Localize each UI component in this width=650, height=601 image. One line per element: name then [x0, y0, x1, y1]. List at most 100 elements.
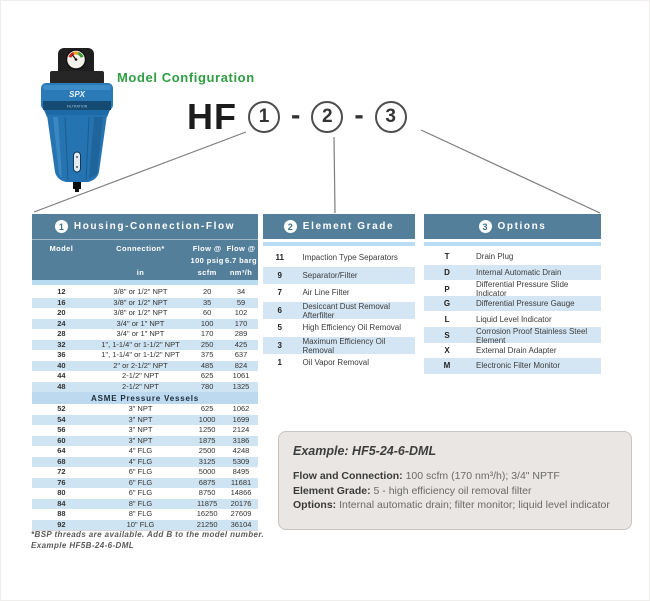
model-cell: 32: [57, 339, 66, 349]
flow-scfm-cell: 1000: [198, 414, 216, 424]
flow-scfm-cell: 60: [202, 308, 212, 317]
model-cell: 52: [57, 404, 66, 413]
flow-nm3h-cell: 1325: [232, 381, 250, 391]
table-row: 64 4" FLG 2500 4248: [32, 446, 258, 457]
model-cell: 80: [57, 488, 66, 497]
flow-nm3h-cell: 425: [234, 339, 248, 349]
label-cell: Oil Vapor Removal: [302, 358, 369, 368]
label-cell: High Efficiency Oil Removal: [302, 323, 401, 333]
flow-scfm-cell: 485: [200, 360, 214, 370]
footnote-line1: *BSP threads are available. Add B to the…: [31, 530, 265, 539]
table-row: 40 2" or 2-1/2" NPT 485 824: [32, 360, 258, 371]
connection-cell: 3/8" or 1/2" NPT: [113, 287, 168, 296]
flow-scfm-cell: 6875: [198, 477, 216, 487]
flow-nm3h-cell: 36104: [230, 519, 252, 529]
model-code: HF 1 - 2 - 3: [187, 96, 407, 138]
table-row: 32 1", 1-1/4" or 1-1/2" NPT 250 425: [32, 339, 258, 350]
connection-cell: 8" FLG: [128, 509, 153, 518]
table-row: 48 2-1/2" NPT 780 1325: [32, 381, 258, 392]
code-cell: 11: [275, 253, 284, 263]
col-flow-barg: Flow @6.7 barg nm³/h: [225, 244, 257, 277]
code-cell: G: [443, 299, 451, 309]
example-grade-value: 5 - high efficiency oil removal filter: [370, 484, 532, 497]
element-grade-table: 2 Element Grade 11 Impaction Type Separat…: [263, 214, 415, 372]
options-rows: T Drain Plug D Internal Automatic Drain P Dif…: [424, 249, 601, 374]
footnote-line2: Example HF5B-24-6-DML: [31, 541, 135, 550]
flow-nm3h-cell: 3186: [232, 435, 250, 445]
example-options-line: Options: Internal automatic drain; filte…: [293, 498, 617, 513]
connection-cell: 4" FLG: [128, 456, 153, 466]
label-cell: Separator/Filter: [302, 270, 358, 280]
housing-rows-asme: 52 3" NPT 625 1062 54 3" NPT 1000 1699 56 3" NPT 1…: [32, 404, 258, 530]
table-row: 88 8" FLG 16250 27609: [32, 509, 258, 520]
flow-nm3h-cell: 824: [234, 360, 248, 370]
dash: -: [291, 99, 301, 130]
connection-cell: 3/8" or 1/2" NPT: [113, 297, 168, 307]
model-cell: 76: [57, 477, 66, 487]
table-row: 60 3" NPT 1875 3186: [32, 435, 258, 446]
model-cell: 88: [57, 509, 66, 518]
label-cell: Corrosion Proof Stainless Steel Element: [476, 326, 588, 345]
list-item: 9 Separator/Filter: [263, 266, 415, 284]
flow-nm3h-cell: 1062: [232, 404, 250, 413]
placeholder-2-circle: 2: [311, 101, 344, 133]
connection-cell: 6" FLG: [128, 477, 153, 487]
flow-nm3h-cell: 4248: [232, 446, 250, 455]
flow-nm3h-cell: 1699: [232, 414, 250, 424]
model-cell: 48: [57, 381, 66, 391]
drain-stem: [73, 182, 81, 189]
list-item: P Differential Pressure Slide Indicator: [424, 280, 601, 298]
code-cell: 3: [277, 341, 282, 350]
flow-scfm-cell: 170: [200, 329, 214, 338]
housing-column-headers: Model Connection* in Flow @100 psig scfm F…: [32, 240, 258, 280]
flow-nm3h-cell: 8495: [232, 467, 250, 476]
flow-scfm-cell: 780: [200, 381, 214, 391]
flow-nm3h-cell: 170: [234, 318, 248, 328]
flow-nm3h-cell: 5309: [232, 456, 250, 466]
model-cell: 64: [57, 446, 66, 455]
housing-table-title: Housing-Connection-Flow: [73, 221, 236, 232]
model-cell: 72: [57, 467, 66, 476]
connection-cell: 3" NPT: [128, 425, 153, 434]
connection-cell: 3/8" or 1/2" NPT: [113, 308, 168, 317]
flow-nm3h-cell: 1061: [232, 371, 250, 380]
model-cell: 68: [57, 456, 66, 466]
flow-scfm-cell: 375: [200, 350, 214, 359]
table-row: 44 2-1/2" NPT 625 1061: [32, 371, 258, 382]
model-cell: 56: [57, 425, 66, 434]
model-cell: 12: [57, 287, 66, 296]
code-cell: 7: [277, 288, 282, 298]
flow-scfm-cell: 16250: [196, 509, 218, 518]
model-cell: 16: [57, 297, 66, 307]
code-cell: 5: [277, 323, 282, 333]
element-grade-rows: 11 Impaction Type Separators 9 Separator/Fi…: [263, 249, 415, 372]
label-cell: Desiccant Dust Removal Afterfilter: [302, 301, 391, 320]
housing-connection-flow-table: 1 Housing-Connection-Flow Model Connecti…: [32, 214, 258, 531]
head-band: [43, 101, 111, 110]
list-item: T Drain Plug: [424, 249, 601, 265]
code-cell: L: [444, 314, 450, 324]
table-row: 20 3/8" or 1/2" NPT 60 102: [32, 308, 258, 319]
table-row: 52 3" NPT 625 1062: [32, 404, 258, 415]
code-cell: S: [444, 331, 450, 341]
housing-rows-standard: 12 3/8" or 1/2" NPT 20 34 16 3/8" or 1/2" NPT…: [32, 287, 258, 392]
housing-table-header: 1 Housing-Connection-Flow: [32, 214, 258, 240]
dash: -: [354, 99, 364, 130]
list-item: 5 High Efficiency Oil Removal: [263, 319, 415, 337]
list-item: 1 Oil Vapor Removal: [263, 354, 415, 372]
flow-nm3h-cell: 34: [236, 287, 246, 296]
connection-cell: 3/4" or 1" NPT: [116, 329, 165, 338]
list-item: 7 Air Line Filter: [263, 284, 415, 302]
connection-cell: 6" FLG: [128, 467, 153, 476]
connection-cell: 3" NPT: [128, 435, 153, 445]
number-3-icon: 3: [478, 220, 492, 233]
connection-cell: 2-1/2" NPT: [122, 381, 159, 391]
bsp-footnote: *BSP threads are available. Add B to the…: [31, 529, 271, 551]
list-item: L Liquid Level Indicator: [424, 311, 601, 327]
model-cell: 20: [57, 308, 66, 317]
list-item: M Electronic Filter Monitor: [424, 358, 601, 374]
label-cell: Differential Pressure Gauge: [476, 299, 575, 309]
label-cell: Maximum Efficiency Oil Removal: [302, 336, 386, 355]
code-cell: 9: [277, 270, 282, 280]
model-cell: 40: [57, 360, 66, 370]
